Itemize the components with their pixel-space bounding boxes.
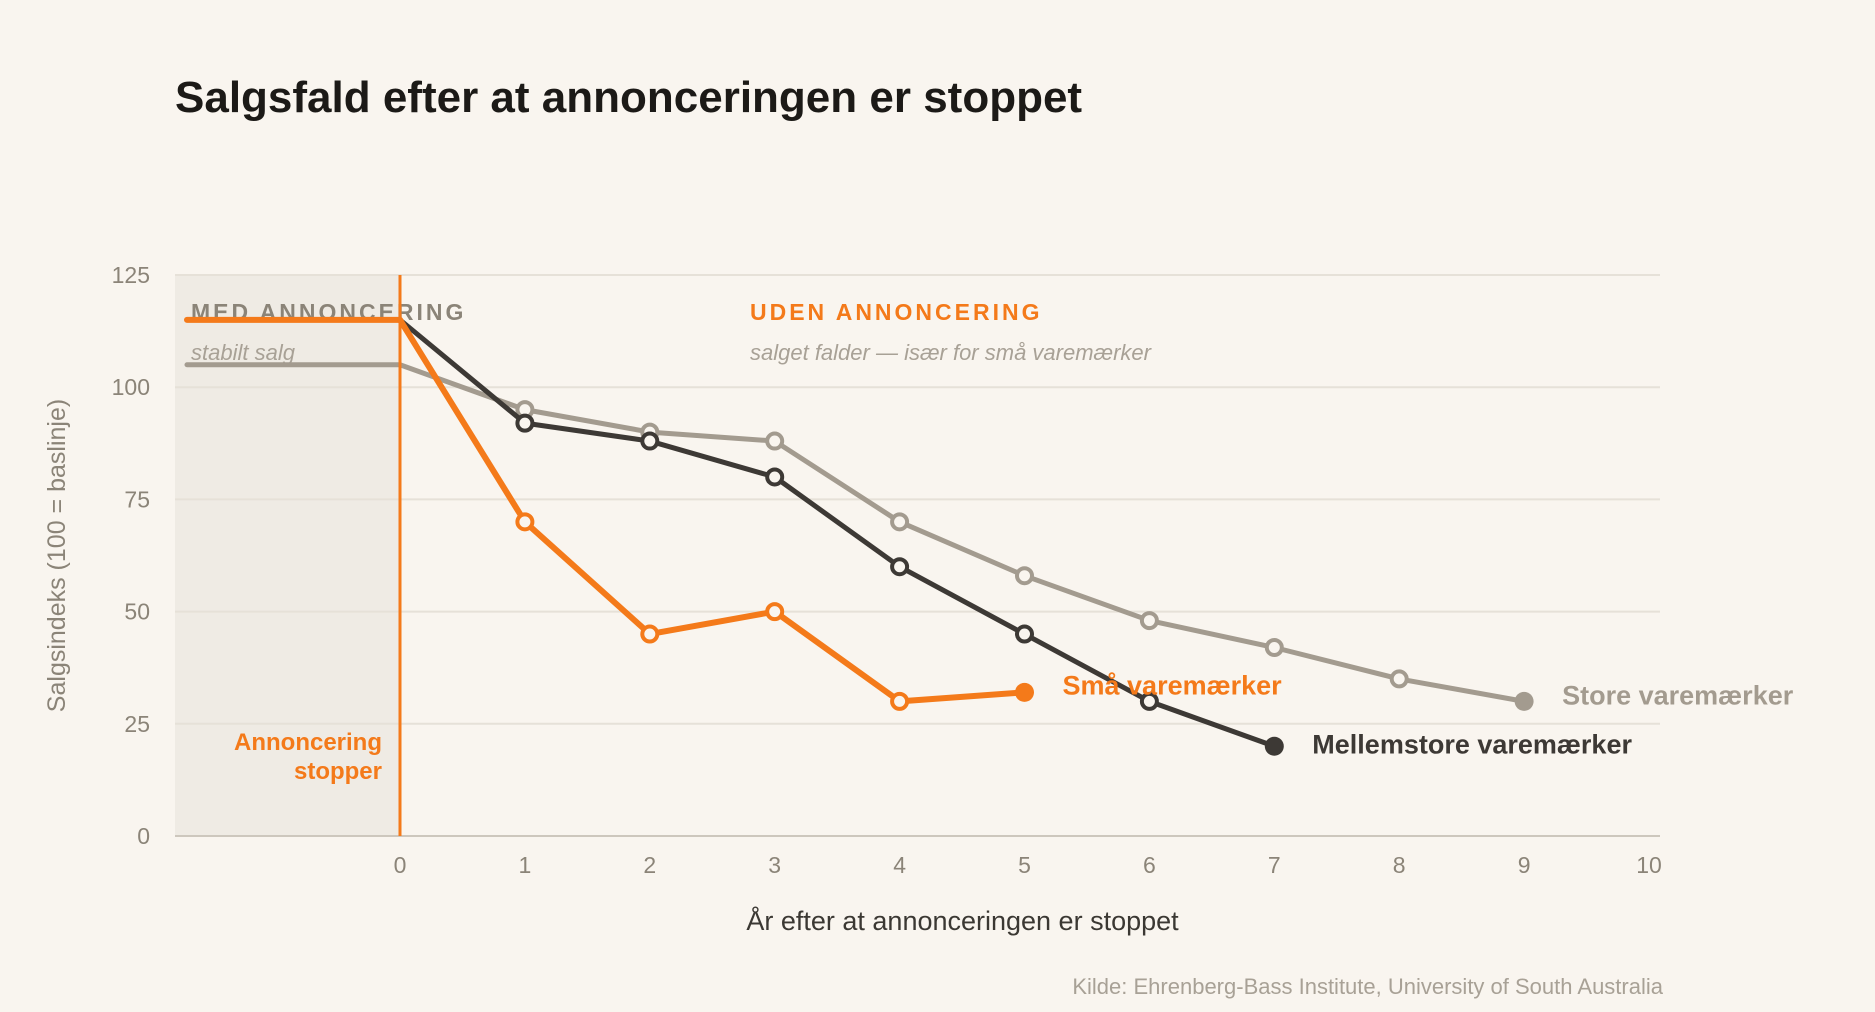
series-point bbox=[890, 691, 910, 711]
series-point bbox=[1389, 669, 1409, 689]
series-point bbox=[890, 557, 910, 577]
x-tick-label: 9 bbox=[1518, 852, 1531, 878]
series-labels: Store varemærker Mellemstore varemærker Sm… bbox=[1063, 671, 1794, 760]
x-tick-label: 7 bbox=[1268, 852, 1281, 878]
zone-heading-without-advertising: UDEN ANNONCERING bbox=[750, 299, 1043, 325]
x-tick-label: 1 bbox=[519, 852, 532, 878]
event-label-line1: Annoncering bbox=[234, 729, 382, 756]
x-tick-label: 8 bbox=[1393, 852, 1406, 878]
zone-subtitle-without-advertising: salget falder — især for små varemærker bbox=[750, 340, 1153, 365]
chart-title: Salgsfald efter at annonceringen er stop… bbox=[175, 73, 1082, 122]
x-tick-label: 2 bbox=[643, 852, 656, 878]
series-layer bbox=[184, 316, 1534, 756]
event-label-line2: stopper bbox=[294, 758, 382, 785]
x-axis-ticks: 0 1 2 3 4 5 6 7 8 9 10 bbox=[394, 852, 1662, 878]
grid-lines bbox=[175, 274, 1660, 725]
series-line bbox=[397, 316, 1028, 705]
series-point bbox=[515, 512, 535, 532]
series-label: Mellemstore varemærker bbox=[1312, 729, 1632, 759]
series-point bbox=[640, 431, 660, 451]
series-point bbox=[765, 431, 785, 451]
series-point bbox=[890, 512, 910, 532]
series-line bbox=[397, 362, 1527, 704]
x-tick-label: 3 bbox=[768, 852, 781, 878]
y-axis-title: Salgsindeks (100 = baslinje) bbox=[43, 399, 71, 712]
zone-subtitle-with-advertising: stabilt salg bbox=[191, 340, 296, 365]
y-axis-ticks: 0 25 50 75 100 125 bbox=[112, 262, 150, 849]
y-tick-label: 50 bbox=[124, 599, 150, 625]
series-point bbox=[1139, 691, 1159, 711]
x-tick-label: 5 bbox=[1018, 852, 1031, 878]
series-point bbox=[1139, 611, 1159, 631]
y-tick-label: 25 bbox=[124, 711, 150, 737]
with-advertising-zone bbox=[175, 275, 400, 836]
x-tick-label: 6 bbox=[1143, 852, 1156, 878]
series-label: Store varemærker bbox=[1562, 680, 1794, 710]
series-label: Små varemærker bbox=[1063, 671, 1283, 701]
y-tick-label: 100 bbox=[112, 374, 150, 400]
y-tick-label: 75 bbox=[124, 486, 150, 512]
x-tick-label: 0 bbox=[394, 852, 407, 878]
series-end-point bbox=[1264, 736, 1284, 756]
x-tick-label: 4 bbox=[893, 852, 906, 878]
series-end-point bbox=[1514, 691, 1534, 711]
series-line bbox=[397, 317, 1277, 749]
series-2 bbox=[184, 316, 1034, 711]
series-0 bbox=[184, 362, 1534, 711]
x-tick-label: 10 bbox=[1636, 852, 1662, 878]
y-tick-label: 0 bbox=[137, 823, 150, 849]
series-point bbox=[765, 602, 785, 622]
series-point bbox=[515, 413, 535, 433]
y-tick-label: 125 bbox=[112, 262, 150, 288]
series-point bbox=[1015, 624, 1034, 644]
series-point bbox=[1015, 566, 1034, 586]
series-end-point bbox=[1015, 682, 1034, 702]
x-axis-title: År efter at annonceringen er stoppet bbox=[746, 905, 1179, 936]
source-note: Kilde: Ehrenberg-Bass Institute, Univers… bbox=[1072, 974, 1663, 999]
series-point bbox=[765, 467, 785, 487]
series-point bbox=[640, 624, 660, 644]
series-point bbox=[1264, 638, 1284, 658]
